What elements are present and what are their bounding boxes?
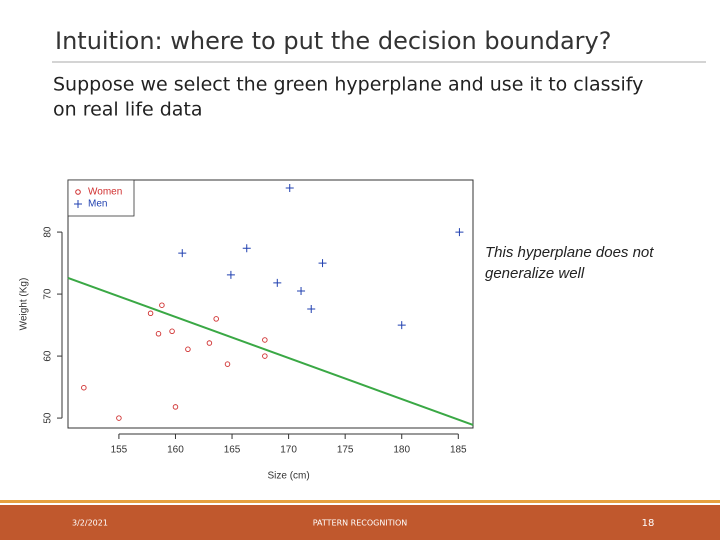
legend-label: Women (88, 187, 122, 198)
legend-label: Men (88, 199, 107, 210)
x-axis-label: Size (cm) (267, 471, 309, 482)
y-tick-label: 70 (43, 288, 54, 300)
y-axis-label: Weight (Kg) (19, 278, 30, 331)
legend-marker (74, 200, 82, 208)
x-tick-label: 170 (280, 445, 297, 456)
y-tick-label: 80 (43, 226, 54, 238)
footer-page: 18 (642, 518, 655, 529)
point (226, 270, 235, 279)
x-tick-label: 185 (450, 445, 467, 456)
x-tick-label: 180 (393, 445, 410, 456)
annotation: generalize well (485, 265, 585, 282)
point (397, 321, 406, 330)
slide-title: Intuition: where to put the decision bou… (55, 27, 611, 55)
body-line: on real life data (53, 99, 203, 121)
footer-date: 3/2/2021 (72, 519, 108, 528)
x-tick-label: 175 (337, 445, 354, 456)
point (185, 346, 191, 353)
point (318, 259, 327, 268)
y-tick-label: 50 (43, 412, 54, 424)
point (307, 304, 316, 313)
point (159, 302, 165, 308)
footer-bar (0, 505, 720, 540)
y-tick-label: 60 (43, 350, 54, 362)
chart: 155 160 165 170 175 180 185 Size (cm) 50 60 70 80 We… (19, 179, 474, 482)
point (169, 328, 175, 335)
point (262, 353, 268, 359)
x-tick-label: 165 (224, 445, 241, 456)
footer-center: PATTERN RECOGNITION (313, 519, 408, 528)
point (178, 249, 187, 258)
x-tick-label: 160 (167, 445, 184, 456)
point (116, 415, 122, 421)
point (155, 331, 162, 337)
annotation: This hyperplane does not (485, 244, 654, 261)
point (242, 244, 251, 253)
point (213, 316, 219, 322)
plot-frame (67, 179, 474, 429)
legend-box (67, 179, 135, 217)
point (224, 361, 231, 367)
point (455, 228, 464, 237)
footer-accent (0, 500, 720, 503)
point (147, 310, 154, 317)
point (206, 340, 213, 346)
point (285, 184, 294, 193)
point (273, 278, 282, 287)
point (172, 404, 179, 410)
decision-line (67, 277, 474, 426)
point (297, 286, 306, 295)
legend-marker (75, 189, 81, 195)
body-line: Suppose we select the green hyperplane a… (53, 74, 643, 96)
point (81, 384, 87, 391)
point (262, 337, 268, 343)
x-tick-label: 155 (111, 445, 128, 456)
